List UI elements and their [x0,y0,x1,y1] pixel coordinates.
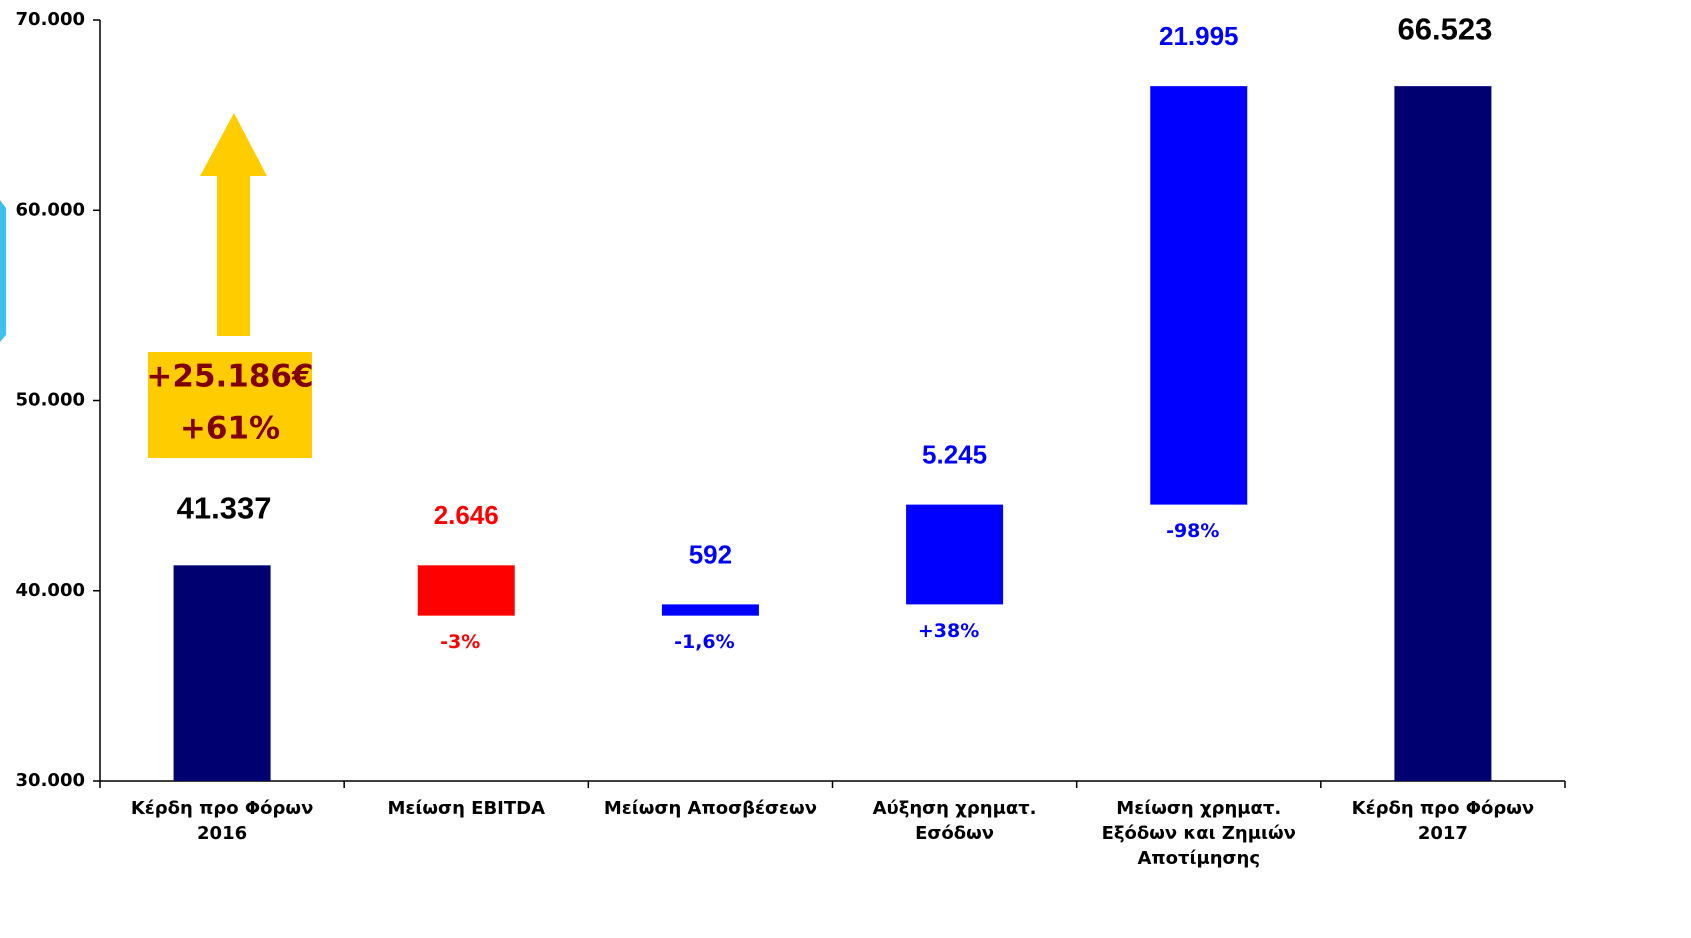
percent-label: -1,6% [674,631,735,653]
value-label: 5.245 [922,439,987,469]
decoration [0,200,6,342]
bar [417,565,515,616]
value-label: 21.995 [1159,21,1239,51]
x-tick-label: Μείωση Αποσβέσεων [603,798,817,819]
y-tick-label: 40.000 [16,580,85,601]
annotation: +61% [180,411,280,447]
y-tick-label: 70.000 [16,9,85,30]
y-tick-label: 60.000 [16,199,85,220]
value-label: 592 [689,539,732,569]
percent-label: -3% [440,631,480,653]
x-tick-label: Μείωση χρηματ. Εξόδων και Ζημιών Αποτίμη… [1101,798,1296,869]
value-label: 66.523 [1398,11,1493,46]
bar [173,565,271,781]
x-tick-label: Αύξηση χρηματ. Εσόδων [872,798,1037,844]
x-tick-label: Κέρδη προ Φόρων 2017 [1351,798,1535,844]
y-tick-label: 30.000 [16,770,85,791]
value-label: 41.337 [177,491,272,526]
bar [906,504,1004,605]
percent-label: +38% [918,620,979,642]
value-label: 2.646 [434,500,499,530]
bar [1150,86,1248,505]
annotation-box [148,352,312,458]
arrow [200,113,267,336]
x-tick-label: Κέρδη προ Φόρων 2016 [130,798,314,844]
percent-label: -98% [1166,520,1219,542]
y-tick-label: 50.000 [16,390,85,411]
bar [1394,86,1492,782]
annotation: +25.186€ [146,359,313,395]
bar [661,604,759,616]
x-tick-label: Μείωση EBITDA [387,798,546,819]
